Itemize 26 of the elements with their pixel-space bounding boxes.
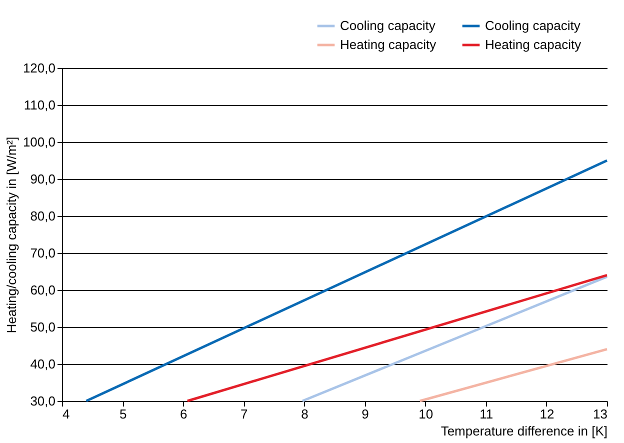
x-tick-label: 13 bbox=[593, 406, 608, 422]
y-tick-label: 110,0 bbox=[24, 98, 56, 112]
x-tick-label: 4 bbox=[62, 406, 70, 422]
legend-label: Cooling capacity bbox=[485, 18, 581, 33]
y-tick-label: 50,0 bbox=[30, 320, 56, 334]
y-tick-label: 40,0 bbox=[30, 356, 56, 372]
x-tick-label: 7 bbox=[240, 406, 248, 422]
x-tick-label: 12 bbox=[540, 406, 554, 422]
y-axis-title: Heating/cooling capacity in [W/m²] bbox=[4, 136, 19, 334]
x-axis-title: Temperature difference in [K] bbox=[440, 424, 608, 438]
x-tick-label: 6 bbox=[180, 406, 188, 422]
y-tick-label: 70,0 bbox=[30, 246, 56, 260]
x-tick-label: 5 bbox=[119, 406, 127, 422]
x-tick-label: 8 bbox=[301, 406, 308, 422]
legend-label: Heating capacity bbox=[340, 37, 437, 52]
y-tick-label: 60,0 bbox=[30, 282, 56, 298]
x-tick-label: 9 bbox=[362, 406, 369, 422]
y-tick-label: 30,0 bbox=[30, 394, 56, 408]
y-tick-label: 90,0 bbox=[30, 172, 56, 186]
legend-label: Heating capacity bbox=[485, 37, 582, 52]
y-tick-label: 120,0 bbox=[22, 60, 56, 76]
y-tick-label: 80,0 bbox=[30, 208, 56, 224]
x-tick-label: 10 bbox=[418, 406, 434, 422]
y-tick-label: 100,0 bbox=[22, 134, 56, 150]
x-tick-label: 11 bbox=[480, 406, 494, 422]
legend-label: Cooling capacity bbox=[340, 18, 436, 33]
